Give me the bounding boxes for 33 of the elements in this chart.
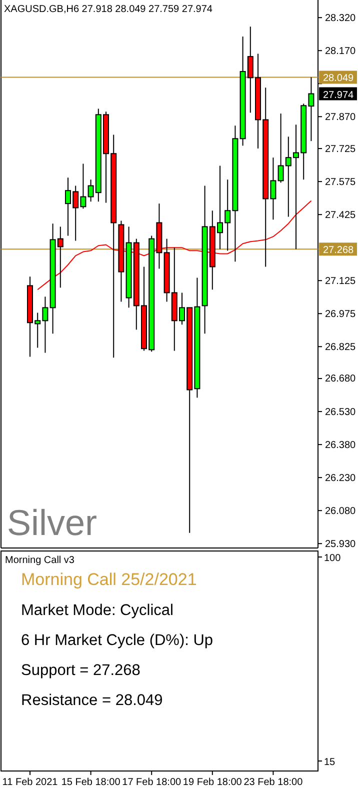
y-tick-label: 28.170 (325, 46, 356, 57)
category-label: 23 Feb 18:00 (244, 777, 304, 788)
chart-title: XAGUSD.GB,H6 27.918 28.049 27.759 27.974 (4, 4, 213, 15)
text: 100 (324, 553, 342, 564)
annotation: Silver (7, 502, 98, 543)
ref-line-label: 27.268 (323, 245, 354, 256)
text: 15 (324, 757, 336, 768)
text: Market Mode: Cyclical (21, 602, 174, 619)
y-tick-label: 27.725 (325, 144, 356, 155)
category-label: 15 Feb 18:00 (61, 777, 121, 788)
y-tick-label: 25.930 (325, 538, 356, 550)
y-tick-label: 27.425 (325, 210, 356, 221)
y-tick-label: 26.825 (325, 342, 356, 353)
y-tick-label: 26.230 (325, 472, 356, 484)
category-label: 17 Feb 18:00 (122, 777, 182, 788)
y-tick-label: 26.380 (325, 440, 356, 451)
text: Support = 27.268 (21, 662, 140, 679)
text: Morning Call v3 (5, 555, 75, 566)
y-tick-label: 26.680 (325, 374, 356, 385)
y-tick-label: 27.870 (325, 112, 356, 123)
y-tick-label: 28.320 (325, 12, 356, 24)
ref-line-label: 28.049 (323, 73, 354, 84)
y-tick-label: 26.975 (325, 308, 356, 320)
y-tick-label: 27.125 (325, 276, 356, 287)
text: 6 Hr Market Cycle (D%): Up (21, 632, 214, 649)
category-label: 11 Feb 2021 (2, 777, 58, 788)
text: Resistance = 28.049 (21, 692, 163, 709)
category-label: 19 Feb 18:00 (182, 777, 242, 788)
text: 27.974 (323, 90, 354, 101)
y-tick-label: 27.575 (325, 176, 356, 188)
y-tick-label: 26.080 (325, 506, 356, 517)
text: Morning Call 25/2/2021 (21, 570, 197, 589)
y-tick-label: 26.530 (325, 406, 356, 418)
